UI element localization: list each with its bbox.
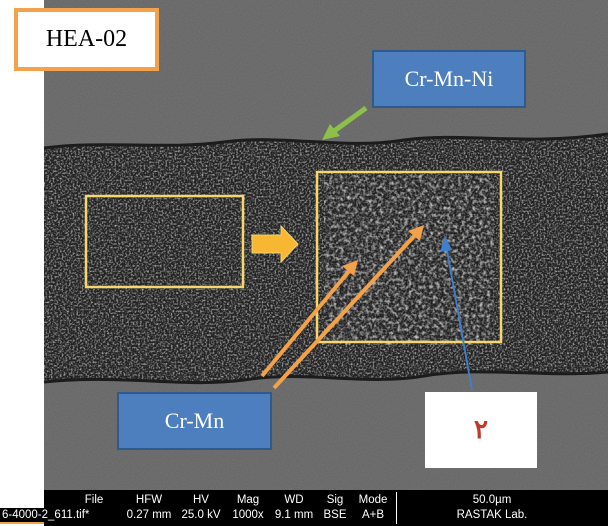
databar-hv: HV 25.0 kV [178,493,224,523]
databar-sig: Sig BSE [320,493,350,523]
databar-mode-value: A+B [361,509,385,521]
coating-layer [44,134,608,383]
databar-hfw-head: HFW [135,494,163,506]
databar-sig-head: Sig [326,494,344,506]
phase-label-cr-mn-ni: Cr-Mn-Ni [372,50,526,108]
databar-sig-value: BSE [323,509,347,521]
point-label-text: ٢ [474,415,488,444]
databar-mode: Mode A+B [354,493,392,523]
orange-underline [0,522,44,524]
databar-hv-value: 25.0 kV [181,509,221,521]
region-box-left [84,194,245,289]
blue-arrow-shaft [446,249,473,391]
scale-bar-text: 50.0µm [469,493,515,508]
region-box-right [315,170,503,344]
databar-mag-value: 1000x [232,509,264,521]
blue-arrow-head [440,236,452,252]
databar-file-head: File [84,494,104,506]
databar-mag: Mag 1000x [228,493,268,523]
databar-file: File [74,493,114,508]
databar-hfw: HFW 0.27 mm [124,493,174,523]
band-top-edge [44,132,608,150]
sample-id-text: HEA-02 [45,26,128,52]
phase-label-cr-mn-ni-text: Cr-Mn-Ni [404,66,494,91]
databar-mag-head: Mag [236,494,260,506]
databar-mode-head: Mode [358,494,388,506]
phase-label-cr-mn-text: Cr-Mn [164,408,225,433]
sample-id-label: HEA-02 [14,8,159,71]
orange-arrow-2-shaft [272,232,418,390]
point-label: ٢ [425,392,537,468]
orange-arrow-1-head [342,260,358,276]
band-bottom-edge [44,370,608,385]
orange-arrow-1-shaft [260,268,352,378]
databar-wd: WD 9.1 mm [272,493,316,523]
databar-hfw-value: 0.27 mm [126,509,172,521]
sem-data-bar: File 6-4000-2_611.tif* HFW 0.27 mm HV 25… [0,490,608,526]
orange-arrow-2-head [408,225,424,241]
databar-file-value: 6-4000-2_611.tif* [0,508,122,523]
databar-hv-head: HV [193,494,209,506]
scale-bar-label: 50.0µm [432,493,552,508]
green-arrow-shaft [328,105,368,137]
databar-wd-head: WD [284,494,304,506]
magnify-arrow [251,224,299,264]
databar-wd-value: 9.1 mm [274,509,314,521]
lab-name: RASTAK Lab. [456,509,528,521]
green-arrow-head [322,124,340,140]
phase-label-cr-mn: Cr-Mn [117,392,272,450]
databar-separator [396,492,397,524]
